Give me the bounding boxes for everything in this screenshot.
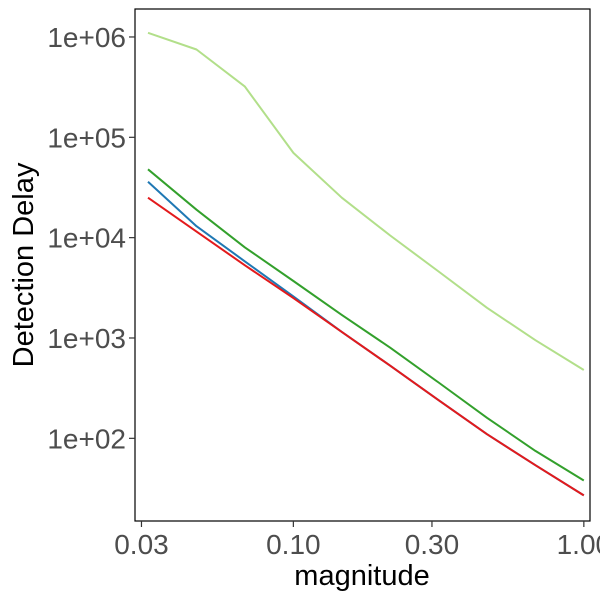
x-axis-title: magnitude [294, 560, 429, 592]
x-tick-label: 1.00 [557, 529, 600, 560]
y-tick-label: 1e+03 [47, 323, 126, 354]
series-line-2 [147, 168, 585, 482]
y-tick-label: 1e+02 [47, 423, 126, 454]
series-line-1 [147, 31, 585, 371]
y-axis: 1e+02 1e+03 1e+04 1e+05 1e+06 [47, 22, 135, 454]
y-tick-label: 1e+05 [47, 122, 126, 153]
y-tick-label: 1e+04 [47, 223, 126, 254]
series-layer [147, 31, 585, 497]
y-tick-label: 1e+06 [47, 22, 126, 53]
x-tick-label: 0.30 [405, 529, 460, 560]
series-line-4 [147, 196, 585, 497]
plot-panel [134, 8, 591, 522]
x-tick-label: 0.03 [114, 529, 169, 560]
x-tick-label: 0.10 [266, 529, 321, 560]
y-axis-title: Detection Delay [8, 162, 40, 367]
x-axis: 0.03 0.10 0.30 1.00 [114, 521, 600, 560]
